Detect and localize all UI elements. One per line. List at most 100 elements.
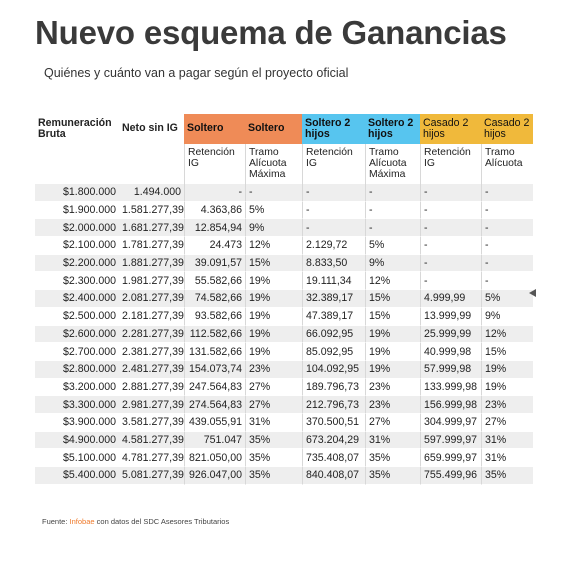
subheader-empty (119, 144, 184, 184)
table-cell: 23% (481, 396, 533, 414)
table-cell: - (481, 219, 533, 238)
table-cell: 23% (245, 360, 302, 379)
table-cell: - (481, 201, 533, 220)
table-cell: - (420, 272, 481, 291)
subheader-tramo: Tramo Alícuota Máxima (365, 144, 420, 184)
table-cell: 85.092,95 (302, 343, 365, 361)
table-row: $2.700.000 2.381.277,39 131.582,66 19% 85.09… (35, 343, 533, 361)
footer-prefix: Fuente: (42, 517, 70, 526)
table-cell: 673.204,29 (302, 431, 365, 450)
table-cell: 4.363,86 (184, 201, 245, 220)
table-cell: 13.999,99 (420, 307, 481, 326)
subheader-retencion: Retención IG (184, 144, 245, 184)
table-cell: 2.181.277,39 (119, 308, 184, 326)
table-cell: $2.000.000 (35, 219, 119, 238)
table-cell: 131.582,66 (184, 343, 245, 361)
table-cell: 93.582,66 (184, 307, 245, 326)
table-cell: $2.600.000 (35, 325, 119, 344)
table-cell: 40.999,98 (420, 343, 481, 361)
table-row: $2.300.000 1.981.277,39 55.582,66 19% 19.111… (35, 272, 533, 291)
table-row: $2.100.000 1.781.277,39 24.473 12% 2.129,72 5… (35, 237, 533, 255)
table-cell: 31% (481, 449, 533, 467)
table-cell: 2.481.277,39 (119, 360, 184, 379)
table-cell: 27% (245, 378, 302, 397)
table-cell: 15% (245, 254, 302, 273)
table-cell: 4.781.277,39 (119, 449, 184, 467)
table-cell: 19% (481, 378, 533, 397)
header-soltero2-retencion: Soltero 2 hijos (302, 114, 365, 144)
table-cell: 370.500,51 (302, 413, 365, 432)
table-cell: $5.400.000 (35, 467, 119, 485)
table-cell: - (481, 254, 533, 273)
page-subtitle: Quiénes y cuánto van a pagar según el pr… (44, 66, 349, 80)
table-cell: 12% (245, 237, 302, 255)
table-row: $1.800.000 1.494.000- - - - - - (35, 184, 533, 202)
table-cell: $2.200.000 (35, 254, 119, 273)
table-row: $3.900.000 3.581.277,39 439.055,91 31% 370.5… (35, 413, 533, 432)
subheader-retencion: Retención IG (420, 144, 481, 184)
table-cell: - (420, 254, 481, 273)
table-cell: 57.999,98 (420, 360, 481, 379)
table-cell: 597.999,97 (420, 431, 481, 450)
table-cell: $1.800.000 (35, 184, 119, 202)
table-cell: 439.055,91 (184, 413, 245, 432)
header-soltero-retencion: Soltero (184, 114, 245, 144)
table-cell: 1.981.277,39 (119, 272, 184, 291)
table-cell: 1.494.000 (119, 184, 184, 202)
header-soltero2-tramo: Soltero 2 hijos (365, 114, 420, 144)
table-cell: 15% (365, 307, 420, 326)
table-cell: - (245, 184, 302, 202)
table-cell: 5% (245, 201, 302, 220)
table-cell: 1.681.277,39 (119, 219, 184, 238)
table-cell: 133.999,98 (420, 378, 481, 397)
table-row: $5.400.000 5.081.277,39 926.047,00 35% 840.4… (35, 467, 533, 485)
table-cell: 2.881.277,39 (119, 379, 184, 397)
table-cell: 19% (245, 325, 302, 344)
table-row: $2.200.000 1.881.277,39 39.091,57 15% 8.833,… (35, 254, 533, 273)
subheader-tramo: Tramo Alícuota (481, 144, 533, 184)
subheader-retencion: Retención IG (302, 144, 365, 184)
table-cell: 19% (365, 360, 420, 379)
table-cell: 31% (245, 413, 302, 432)
table-row: $3.200.000 2.881.277,39 247.564,83 27% 189.7… (35, 378, 533, 397)
table-cell: 8.833,50 (302, 254, 365, 273)
table-cell: 2.129,72 (302, 237, 365, 255)
table-cell: 27% (481, 413, 533, 432)
table-cell: 2.381.277,39 (119, 343, 184, 361)
table-cell: - (365, 201, 420, 220)
table-cell: 154.073,74 (184, 360, 245, 379)
table-cell: - (365, 219, 420, 238)
table-cell: 23% (365, 378, 420, 397)
table-cell: 5% (481, 290, 533, 308)
table-cell: 12% (481, 325, 533, 344)
table-cell: 23% (365, 396, 420, 414)
table-cell: 926.047,00 (184, 467, 245, 485)
table-row: $5.100.000 4.781.277,39 821.050,00 35% 735.4… (35, 449, 533, 467)
table-cell: 55.582,66 (184, 272, 245, 291)
table-row: $2.500.000 2.181.277,39 93.582,66 19% 47.389… (35, 307, 533, 326)
table-cell: 751.047 (184, 431, 245, 450)
footer-brand: Infobae (69, 517, 95, 526)
table-cell: - (420, 237, 481, 255)
table-cell: - (481, 184, 533, 202)
table-cell: - (420, 219, 481, 238)
table-cell: 5% (365, 237, 420, 255)
subheader-empty (35, 144, 119, 184)
table-cell: 19% (481, 360, 533, 379)
table-cell: 735.408,07 (302, 449, 365, 467)
table-cell: - (302, 201, 365, 220)
table-cell: 12.854,94 (184, 219, 245, 238)
table-cell: 47.389,17 (302, 307, 365, 326)
table-cell: 2.981.277,39 (119, 396, 184, 414)
table-cell: $2.800.000 (35, 360, 119, 379)
table-cell: 19% (365, 343, 420, 361)
table-cell: 19% (245, 272, 302, 291)
table-cell: $2.100.000 (35, 237, 119, 255)
table-row: $3.300.000 2.981.277,39 274.564,83 27% 212.7… (35, 396, 533, 414)
table-cell: - (184, 184, 245, 202)
table-cell: $3.300.000 (35, 396, 119, 414)
table-row: $2.000.000 1.681.277,39 12.854,94 9% - - - - (35, 219, 533, 238)
table-cell: 3.581.277,39 (119, 414, 184, 432)
table-cell: 112.582,66 (184, 325, 245, 344)
row-marker-arrow-icon (529, 289, 536, 297)
